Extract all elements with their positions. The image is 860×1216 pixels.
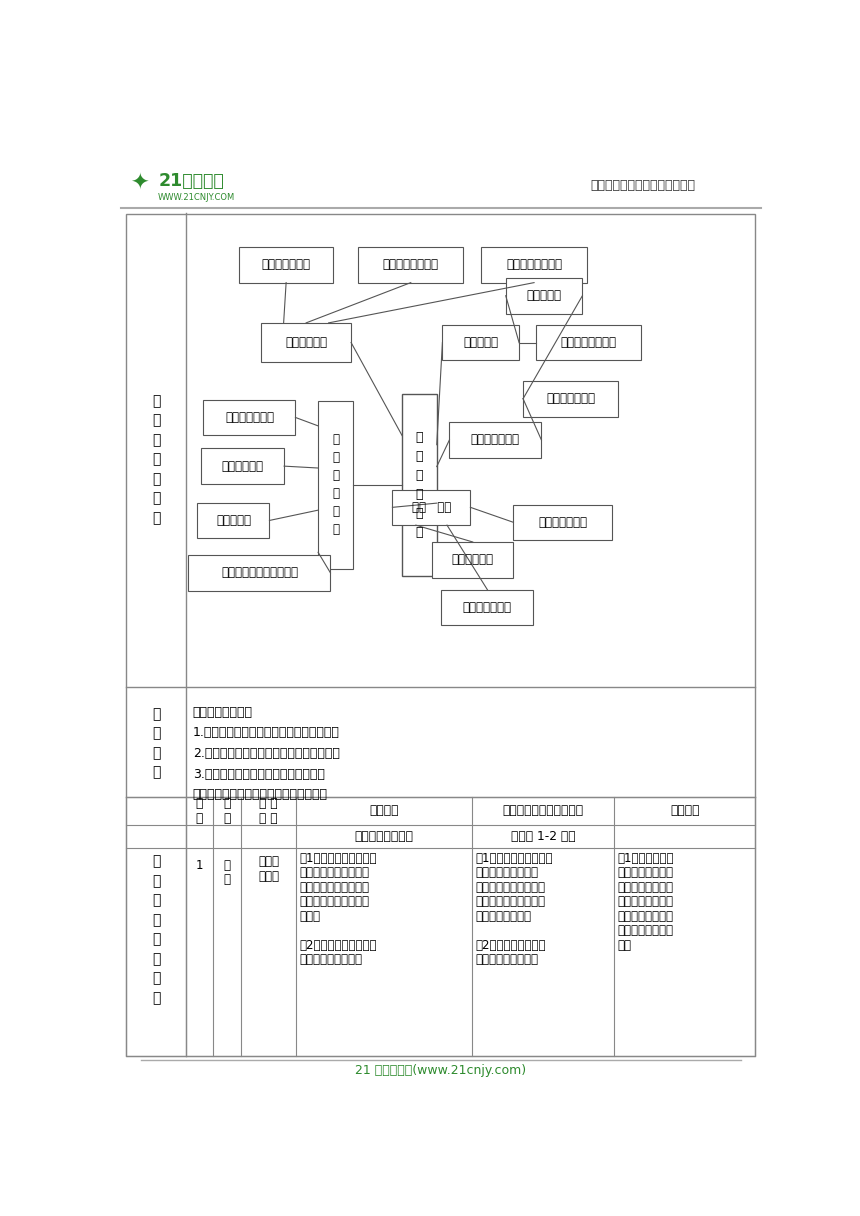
Text: 制作太阳能小电车: 制作太阳能小电车 bbox=[561, 336, 617, 349]
Text: 21 世纪教育网(www.21cnjy.com): 21 世纪教育网(www.21cnjy.com) bbox=[355, 1064, 526, 1076]
Bar bbox=[318, 400, 353, 569]
Text: 多样的栖息地: 多样的栖息地 bbox=[286, 336, 327, 349]
Text: 建立栖息地概念: 建立栖息地概念 bbox=[261, 258, 310, 271]
Text: 为生物提供光、空: 为生物提供光、空 bbox=[617, 895, 673, 908]
Text: 条件。: 条件。 bbox=[299, 910, 321, 923]
Bar bbox=[261, 323, 351, 362]
Text: 生
物
和
栖
息
地: 生 物 和 栖 息 地 bbox=[415, 430, 423, 539]
Text: 课
时: 课 时 bbox=[196, 796, 203, 824]
Text: 适应生存的本领: 适应生存的本领 bbox=[471, 433, 520, 446]
Text: 度、食物等基本需: 度、食物等基本需 bbox=[617, 924, 673, 938]
Text: 课时学习任务（或问题）: 课时学习任务（或问题） bbox=[502, 804, 584, 817]
Text: 藏羚羊迁徙之谜: 藏羚羊迁徙之谜 bbox=[538, 516, 587, 529]
Text: 草原等不同气候与环: 草原等不同气候与环 bbox=[476, 867, 538, 879]
Text: 有
趣
的
食
物
链: 有 趣 的 食 物 链 bbox=[332, 433, 339, 536]
Text: 2.作业设计与学生答题正确率的及时分析。: 2.作业设计与学生答题正确率的及时分析。 bbox=[193, 747, 340, 760]
Bar bbox=[188, 554, 330, 591]
Text: 模拟食物链: 模拟食物链 bbox=[216, 514, 251, 527]
Text: 栖息地对生物意义: 栖息地对生物意义 bbox=[506, 258, 562, 271]
Text: 建立食物链概念: 建立食物链概念 bbox=[225, 411, 274, 424]
Bar bbox=[198, 502, 269, 539]
Bar bbox=[441, 590, 533, 625]
Bar bbox=[536, 325, 642, 360]
Bar bbox=[126, 214, 755, 1055]
Bar bbox=[201, 449, 284, 484]
Text: （1）能运用比较: （1）能运用比较 bbox=[617, 852, 674, 865]
Text: 1.关注课堂问题预设与学生课堂反馈表现。: 1.关注课堂问题预设与学生课堂反馈表现。 bbox=[193, 726, 340, 739]
Text: 各种适应性行为: 各种适应性行为 bbox=[463, 601, 512, 614]
Text: （2）理解多样化的栖息: （2）理解多样化的栖息 bbox=[299, 939, 377, 952]
Text: 课 时
内 容: 课 时 内 容 bbox=[259, 796, 278, 824]
Text: 方法，发现栖息地: 方法，发现栖息地 bbox=[617, 880, 673, 894]
Bar bbox=[432, 542, 513, 578]
Bar bbox=[204, 400, 296, 435]
Bar bbox=[523, 381, 618, 417]
Bar bbox=[442, 325, 519, 360]
Bar bbox=[358, 247, 464, 282]
Text: 达
成
评
价: 达 成 评 价 bbox=[152, 706, 160, 779]
Bar bbox=[482, 247, 587, 282]
Text: 海洋生物关系: 海洋生物关系 bbox=[222, 460, 264, 473]
Bar bbox=[239, 247, 334, 282]
Text: （单元目标分配）: （单元目标分配） bbox=[354, 831, 414, 843]
Text: 围绕单元和主题目标分层设置单元测试。: 围绕单元和主题目标分层设置单元测试。 bbox=[193, 788, 328, 801]
Text: 要。: 要。 bbox=[617, 939, 631, 952]
Text: 做个生态瓶: 做个生态瓶 bbox=[464, 336, 498, 349]
Text: 气、水、适宜的温: 气、水、适宜的温 bbox=[617, 910, 673, 923]
Text: 迁徙   洄游: 迁徙 洄游 bbox=[412, 501, 451, 514]
Text: 生产者、消费者和分解者: 生产者、消费者和分解者 bbox=[221, 567, 298, 579]
Text: 发现栖息地多样性: 发现栖息地多样性 bbox=[383, 258, 439, 271]
Text: 研: 研 bbox=[224, 858, 230, 872]
Text: 分析迁徙原因: 分析迁徙原因 bbox=[452, 553, 494, 567]
Text: 课时目标: 课时目标 bbox=[369, 804, 399, 817]
Text: （2）分析一个池塘、: （2）分析一个池塘、 bbox=[476, 939, 546, 952]
Text: 境中的生物，研究它们: 境中的生物，研究它们 bbox=[476, 880, 545, 894]
Text: 分析、归纳概括的: 分析、归纳概括的 bbox=[617, 867, 673, 879]
Text: 3.对《生物和栖息地》的测试性评价。: 3.对《生物和栖息地》的测试性评价。 bbox=[193, 767, 325, 781]
Text: 围绕课时学习目标: 围绕课时学习目标 bbox=[193, 705, 253, 719]
Text: 中小学教育资源及组卷应用平台: 中小学教育资源及组卷应用平台 bbox=[591, 179, 696, 192]
Text: 1: 1 bbox=[196, 858, 203, 872]
Text: 讨: 讨 bbox=[224, 873, 230, 886]
Text: 单
元
结
构
化
活
动: 单 元 结 构 化 活 动 bbox=[152, 394, 160, 525]
Text: 的食物、水、庇护所等: 的食物、水、庇护所等 bbox=[299, 895, 370, 908]
Bar bbox=[392, 490, 470, 525]
Text: 一棵大树分别能为哪: 一棵大树分别能为哪 bbox=[476, 953, 538, 967]
Text: 生活在这里的原因，建: 生活在这里的原因，建 bbox=[476, 895, 545, 908]
Text: 单
元
课
时
课
型
规
划: 单 元 课 时 课 型 规 划 bbox=[152, 855, 160, 1004]
Text: ✦: ✦ bbox=[130, 174, 149, 193]
Bar bbox=[450, 422, 542, 457]
Text: （1）理解栖息地为生活: （1）理解栖息地为生活 bbox=[299, 852, 377, 865]
Text: 在其中的生物提供了生: 在其中的生物提供了生 bbox=[299, 867, 370, 879]
Text: 认识常见新能源: 认识常见新能源 bbox=[546, 393, 595, 405]
Text: 达成评价: 达成评价 bbox=[670, 804, 699, 817]
Text: 课
型: 课 型 bbox=[223, 796, 230, 824]
Text: 地生活着多样化的生: 地生活着多样化的生 bbox=[299, 953, 362, 967]
Bar bbox=[402, 394, 437, 576]
Text: 21世纪教育: 21世纪教育 bbox=[158, 171, 224, 190]
Text: （1）观察海洋、树林、: （1）观察海洋、树林、 bbox=[476, 852, 553, 865]
Text: 做个生态瓶: 做个生态瓶 bbox=[526, 289, 562, 303]
Text: WWW.21CNJY.COM: WWW.21CNJY.COM bbox=[158, 193, 236, 202]
Text: 多样的: 多样的 bbox=[258, 855, 279, 868]
Bar bbox=[513, 505, 612, 540]
Bar bbox=[506, 278, 582, 314]
Text: 存、生长和繁殖所必需: 存、生长和繁殖所必需 bbox=[299, 880, 370, 894]
Text: 栖息地: 栖息地 bbox=[258, 869, 279, 883]
Text: （一般 1-2 个）: （一般 1-2 个） bbox=[511, 831, 575, 843]
Text: 立栖息地的概念。: 立栖息地的概念。 bbox=[476, 910, 531, 923]
